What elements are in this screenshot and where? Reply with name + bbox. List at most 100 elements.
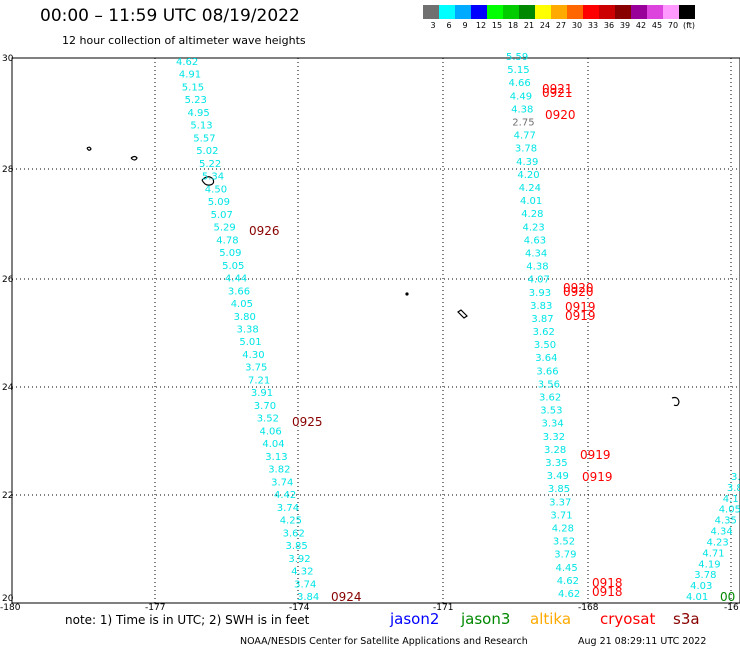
- time-0921b: 0921: [542, 86, 573, 100]
- wave-height-label: 3.71: [550, 510, 572, 521]
- scale-swatch: 24: [535, 5, 551, 30]
- time-00: 00: [720, 590, 735, 604]
- wave-height-label: 3.50: [534, 340, 556, 351]
- wave-height-label: 3.82: [268, 465, 290, 476]
- wave-height-label: 3.52: [257, 414, 279, 425]
- wave-height-label: 3.62: [283, 528, 305, 539]
- scale-label: 12: [475, 21, 487, 30]
- wave-height-label: 4.05: [231, 299, 253, 310]
- time-0925: 0925: [292, 415, 323, 429]
- wave-height-label: 3.37: [549, 497, 571, 508]
- scale-label: (ft): [682, 21, 696, 30]
- wave-height-label: 5.01: [239, 337, 261, 348]
- wave-height-label: 4.28: [552, 524, 574, 535]
- wave-height-label: 4.24: [519, 183, 541, 194]
- wave-height-label: 4.03: [690, 581, 712, 592]
- islands: [86, 146, 680, 407]
- track-jason-a: 4.62 4.91 5.155.23 4.95 5.135.57 5.02 5.22 5.34…: [176, 57, 319, 603]
- wave-height-label: 7.21: [248, 376, 270, 387]
- wave-height-label: 5.57: [193, 133, 215, 144]
- scale-swatch: 36: [599, 5, 615, 30]
- lon-label-168: -168: [578, 603, 599, 613]
- credit-line: NOAA/NESDIS Center for Satellite Applica…: [240, 636, 528, 647]
- lat-label-22: 22: [2, 491, 13, 501]
- lat-label-26: 26: [2, 275, 14, 285]
- wave-height-label: 5.13: [190, 121, 212, 132]
- track-jason-c: 4.014.033.784.194.714.234.344.354.054.13…: [686, 472, 740, 603]
- time-0919a: 0919: [565, 300, 596, 314]
- wave-height-label: 4.35: [715, 516, 737, 527]
- wave-height-label: 3.87: [531, 314, 553, 325]
- wave-height-label: 5.07: [211, 210, 233, 221]
- wave-height-label: 4.34: [525, 249, 547, 260]
- time-0919c: 0919: [580, 448, 611, 462]
- wave-height-label: 3.74: [294, 579, 316, 590]
- scale-swatch: 3: [423, 5, 439, 30]
- wave-height-label: 4.20: [517, 170, 539, 181]
- wave-height-label: 4.1: [723, 494, 739, 505]
- wave-height-label: 5.22: [199, 159, 221, 170]
- wave-height-label: 4.38: [511, 104, 533, 115]
- wave-height-label: 3.78: [515, 144, 537, 155]
- wave-height-label: 3.8: [727, 483, 740, 494]
- wave-height-label: 3.92: [288, 554, 310, 565]
- wave-height-label: 3.62: [539, 393, 561, 404]
- scale-swatch: 6: [439, 5, 455, 30]
- time-0921a: 0921: [542, 82, 573, 96]
- wave-height-label: 4.06: [260, 426, 282, 437]
- scale-label: 42: [635, 21, 647, 30]
- island-shape: [201, 176, 215, 186]
- wave-height-label: 3.75: [245, 363, 267, 374]
- wave-height-label: 4.05: [719, 505, 740, 516]
- wave-height-label: 4.01: [686, 592, 708, 603]
- wave-height-label: 5.59: [506, 52, 528, 63]
- wave-height-label: 4.45: [556, 563, 578, 574]
- wave-height-label: 3.38: [237, 325, 259, 336]
- wave-height-label: 4.71: [702, 548, 724, 559]
- island-shape: [671, 396, 680, 407]
- scale-swatch: 18: [503, 5, 519, 30]
- time-0919d: 0919: [582, 470, 613, 484]
- track-jason-b: 5.59 5.15 4.66 4.49 4.38 2.75 4.77 3.78 4.39 4.20…: [506, 52, 580, 600]
- time-0918b: 0918: [592, 585, 623, 599]
- map-frame: [11, 57, 740, 604]
- wave-height-label: 3.74: [277, 503, 299, 514]
- lon-label-171: -171: [433, 603, 453, 613]
- wave-height-label: 4.30: [242, 350, 264, 361]
- map-subtitle: 12 hour collection of altimeter wave hei…: [62, 34, 306, 47]
- scale-label: 15: [491, 21, 503, 30]
- time-0920c: 0920: [563, 285, 594, 299]
- wave-height-label: 3.32: [543, 432, 565, 443]
- scale-label: 21: [523, 21, 535, 30]
- wave-height-label: 4.62: [176, 57, 198, 68]
- wave-height-label: 5.29: [214, 223, 236, 234]
- wave-height-label: 3.93: [529, 288, 551, 299]
- wave-height-label: 3.83: [530, 301, 552, 312]
- wave-height-label: 4.23: [707, 538, 729, 549]
- scale-label: 18: [507, 21, 519, 30]
- wave-height-label: 3.78: [694, 570, 716, 581]
- scale-label: 24: [539, 21, 551, 30]
- time-0918a: 0918: [592, 576, 623, 590]
- wave-height-label: 4.04: [262, 439, 284, 450]
- scale-swatch: 9: [455, 5, 471, 30]
- wave-height-label: 4.34: [711, 527, 733, 538]
- time-0919b: 0919: [565, 309, 596, 323]
- island-shape: [130, 155, 138, 161]
- scale-swatch: 39: [615, 5, 631, 30]
- scale-label: 33: [587, 21, 599, 30]
- scale-swatch: 33: [583, 5, 599, 30]
- wave-height-label: 4.25: [280, 516, 302, 527]
- scale-swatch: 45: [647, 5, 663, 30]
- wave-height-label: 3.52: [553, 537, 575, 548]
- wave-height-label: 4.62: [557, 576, 579, 587]
- wave-height-label: 3.28: [544, 445, 566, 456]
- scale-label: 3: [430, 21, 436, 30]
- wave-height-label: 4.49: [510, 91, 532, 102]
- scale-label: 30: [571, 21, 583, 30]
- wave-height-label: 3.62: [533, 327, 555, 338]
- wave-height-label: 5.02: [196, 146, 218, 157]
- scale-label: 36: [603, 21, 615, 30]
- scale-label: 9: [462, 21, 468, 30]
